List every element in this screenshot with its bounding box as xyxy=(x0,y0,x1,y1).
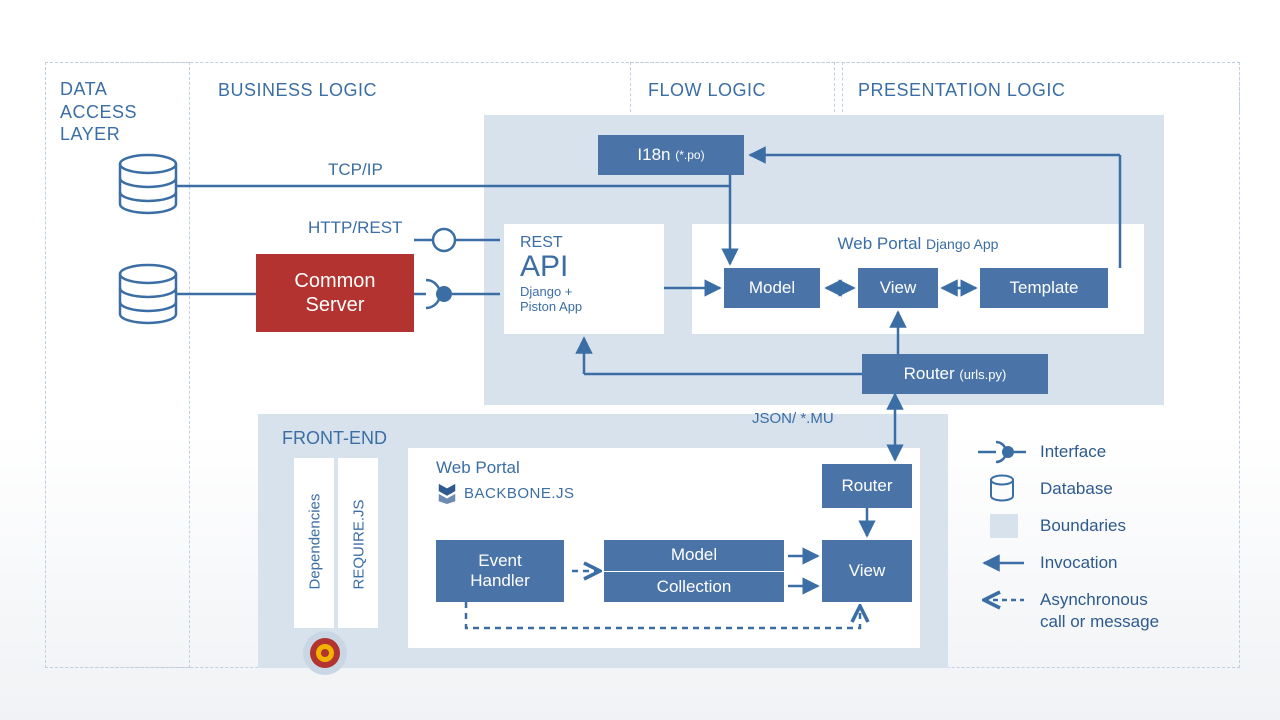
legend-interface: Interface xyxy=(1040,442,1106,462)
box-i18n: I18n (*.po) xyxy=(598,135,744,175)
box-fe-modelcol: Model Collection xyxy=(604,540,784,602)
legend-invocation: Invocation xyxy=(1040,553,1118,573)
label-httprest: HTTP/REST xyxy=(308,218,402,238)
box-fe-model: Model xyxy=(604,540,784,572)
box-fe-router: Router xyxy=(822,464,912,508)
label-presentation: PRESENTATION LOGIC xyxy=(858,80,1065,101)
label-flow: FLOW LOGIC xyxy=(648,80,766,101)
dashed-data-access xyxy=(45,62,190,668)
label-json: JSON/ *.MU xyxy=(752,410,834,427)
legend-async-l2: call or message xyxy=(1040,612,1159,632)
box-fe-collection: Collection xyxy=(604,572,784,603)
label-business: BUSINESS LOGIC xyxy=(218,80,377,101)
label-api-sub1: Django + xyxy=(520,284,648,299)
target-icon xyxy=(300,628,350,678)
legend-async-l1: Asynchronous xyxy=(1040,590,1148,610)
box-fe-view: View xyxy=(822,540,912,602)
box-template: Template xyxy=(980,268,1108,308)
panel-rest-api: REST API Django + Piston App xyxy=(504,224,664,334)
box-view: View xyxy=(858,268,938,308)
label-api-sub2: Piston App xyxy=(520,299,648,314)
box-common-server: Common Server xyxy=(256,254,414,332)
legend-boundaries: Boundaries xyxy=(1040,516,1126,536)
label-data-access: DATA ACCESS LAYER xyxy=(60,78,180,146)
label-dependencies: Dependencies xyxy=(307,500,324,590)
label-frontend: FRONT-END xyxy=(282,428,387,449)
legend-boundaries-swatch xyxy=(990,514,1018,538)
label-api: API xyxy=(520,252,648,282)
label-requirejs: REQUIRE.JS xyxy=(351,500,368,590)
label-tcpip: TCP/IP xyxy=(328,160,383,180)
label-fe-web-portal: Web Portal xyxy=(436,458,520,478)
label-backbone: BACKBONE.JS xyxy=(436,482,575,504)
box-fe-event: Event Handler xyxy=(436,540,564,602)
label-web-portal-django: Web Portal Django App xyxy=(692,234,1144,254)
box-router: Router (urls.py) xyxy=(862,354,1048,394)
box-model: Model xyxy=(724,268,820,308)
legend-database: Database xyxy=(1040,479,1113,499)
backbone-icon xyxy=(436,482,458,504)
